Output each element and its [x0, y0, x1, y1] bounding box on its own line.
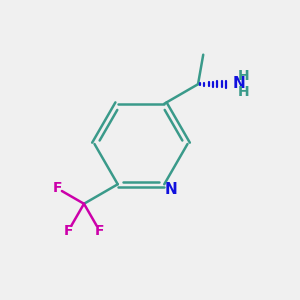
Text: F: F	[64, 224, 73, 238]
Text: N: N	[164, 182, 177, 197]
Text: F: F	[95, 224, 104, 238]
Text: H: H	[238, 85, 249, 99]
Text: N: N	[233, 76, 246, 91]
Text: F: F	[52, 181, 62, 195]
Text: H: H	[238, 69, 249, 83]
